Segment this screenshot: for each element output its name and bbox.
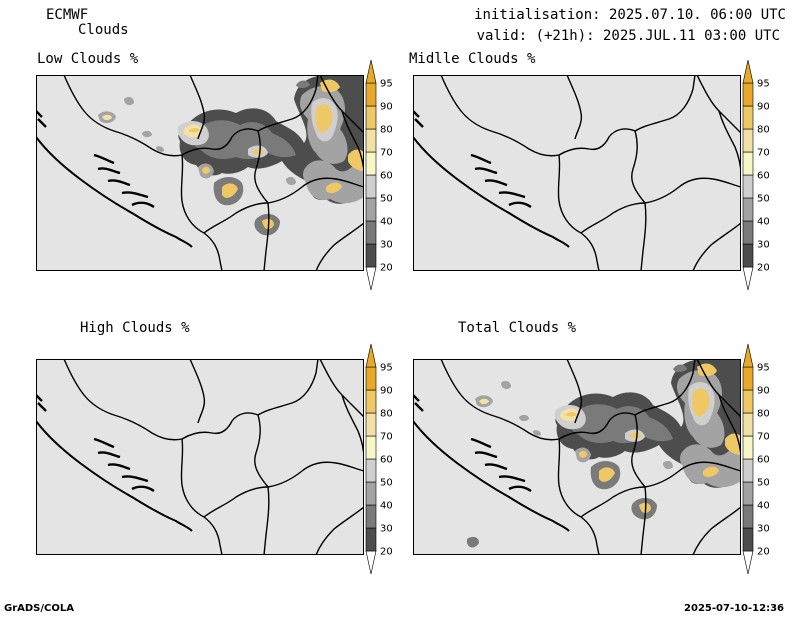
colorbar-segment [365,174,377,199]
colorbar-total: 20 30 40 50 60 70 80 90 95 [742,343,770,575]
colorbar-level-label: 60 [757,171,770,182]
colorbar-segment [742,151,754,176]
panel-title-middle: Midlle Clouds % [409,51,536,67]
colorbar-segment [742,435,754,460]
colorbar-low: 20 30 40 50 60 70 80 90 95 [365,59,393,291]
colorbar-segment [365,197,377,222]
colorbar-high-end-triangle [742,343,754,368]
colorbar-level-label: 80 [380,125,393,136]
colorbar-level-label: 30 [380,240,393,251]
colorbar-level-label: 30 [380,524,393,535]
colorbar-segment [365,458,377,483]
colorbar-segment [742,527,754,552]
colorbar-low-end-triangle [365,266,377,291]
colorbar-segment [365,151,377,176]
colorbar-level-label: 95 [757,79,770,90]
colorbar-level-label: 70 [380,148,393,159]
colorbar-level-label: 40 [757,217,770,228]
map-high-clouds [36,359,364,555]
map-middle-clouds [413,75,741,271]
colorbar-segment [742,412,754,437]
colorbar-low-end-triangle [742,550,754,575]
colorbar-segment [742,174,754,199]
panel-title-low: Low Clouds % [37,51,139,67]
colorbar-level-label: 80 [380,409,393,420]
colorbar-segment [742,481,754,506]
valid-time: valid: (+21h): 2025.JUL.11 03:00 UTC [476,28,780,44]
colorbar-segment [742,243,754,268]
colorbar-level-label: 30 [757,240,770,251]
footer-software: GrADS/COLA [4,603,74,614]
colorbar-level-label: 90 [757,102,770,113]
model-name: ECMWF [46,7,89,23]
colorbar-segment [742,389,754,414]
colorbar-level-label: 20 [757,547,770,558]
panel-title-total: Total Clouds % [458,320,577,336]
map-total-clouds [413,359,741,555]
colorbar-segment [742,82,754,107]
field-name: Clouds [78,22,129,38]
colorbar-middle: 20 30 40 50 60 70 80 90 95 [742,59,770,291]
colorbar-segment [365,243,377,268]
colorbar-level-label: 95 [380,363,393,374]
colorbar-segment [365,220,377,245]
colorbar-segment [742,128,754,153]
colorbar-level-label: 50 [380,194,393,205]
colorbar-level-label: 90 [380,386,393,397]
colorbar-level-label: 95 [757,363,770,374]
colorbar-level-label: 60 [380,171,393,182]
colorbar-level-label: 40 [757,501,770,512]
colorbar-level-label: 70 [757,148,770,159]
colorbar-level-label: 70 [380,432,393,443]
colorbar-level-label: 60 [757,455,770,466]
colorbar-high: 20 30 40 50 60 70 80 90 95 [365,343,393,575]
colorbar-high-end-triangle [365,59,377,84]
colorbar-level-label: 50 [757,194,770,205]
colorbar-low-end-triangle [365,550,377,575]
colorbar-level-label: 30 [757,524,770,535]
colorbar-level-label: 50 [380,478,393,489]
colorbar-level-label: 40 [380,217,393,228]
colorbar-segment [742,197,754,222]
colorbar-segment [365,128,377,153]
colorbar-level-label: 90 [380,102,393,113]
colorbar-high-end-triangle [365,343,377,368]
init-time: initialisation: 2025.07.10. 06:00 UTC [474,7,786,23]
colorbar-segment [365,105,377,130]
colorbar-segment [365,366,377,391]
colorbar-segment [365,504,377,529]
colorbar-level-label: 20 [757,263,770,274]
colorbar-low-end-triangle [742,266,754,291]
colorbar-segment [365,527,377,552]
colorbar-segment [742,105,754,130]
colorbar-segment [365,389,377,414]
colorbar-high-end-triangle [742,59,754,84]
colorbar-level-label: 70 [757,432,770,443]
colorbar-level-label: 95 [380,79,393,90]
colorbar-segment [742,458,754,483]
colorbar-segment [365,481,377,506]
colorbar-segment [365,82,377,107]
map-low-clouds [36,75,364,271]
colorbar-level-label: 80 [757,125,770,136]
colorbar-segment [365,435,377,460]
colorbar-segment [742,366,754,391]
colorbar-level-label: 50 [757,478,770,489]
colorbar-level-label: 40 [380,501,393,512]
colorbar-level-label: 90 [757,386,770,397]
colorbar-segment [742,504,754,529]
footer-timestamp: 2025-07-10-12:36 [684,603,784,614]
colorbar-level-label: 20 [380,263,393,274]
colorbar-level-label: 60 [380,455,393,466]
colorbar-level-label: 80 [757,409,770,420]
colorbar-segment [742,220,754,245]
panel-title-high: High Clouds % [80,320,190,336]
colorbar-segment [365,412,377,437]
colorbar-level-label: 20 [380,547,393,558]
